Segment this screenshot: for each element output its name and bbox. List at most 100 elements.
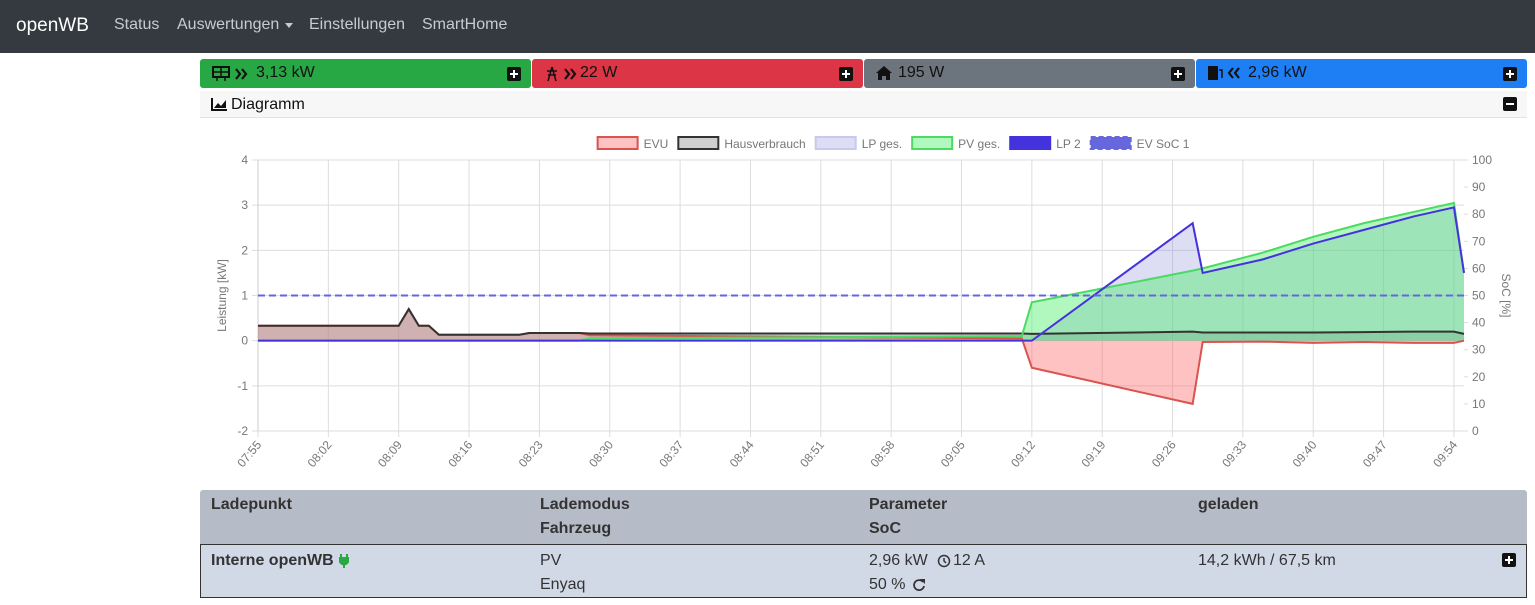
column-header: geladen	[1198, 496, 1259, 513]
icon	[1208, 66, 1240, 80]
legend-item[interactable]: EVU	[596, 136, 669, 151]
x-tick-label: 08:44	[727, 438, 757, 470]
x-tick-label: 09:12	[1008, 438, 1038, 470]
legend-item[interactable]: PV ges.	[911, 136, 1000, 151]
y-tick-label: 0	[241, 334, 248, 348]
column-header: Parameter	[869, 496, 948, 513]
y2-tick-label: 10	[1472, 397, 1486, 411]
brand[interactable]: openWB	[16, 15, 89, 36]
card-value: 2,96 kW	[1248, 64, 1307, 81]
column-header: Fahrzeug	[540, 520, 612, 537]
expand-icon[interactable]	[1171, 67, 1185, 81]
y-tick-label: 1	[241, 289, 248, 303]
y2-tick-label: 30	[1472, 343, 1486, 357]
legend-label: EVU	[644, 137, 669, 151]
x-tick-label: 08:02	[305, 438, 335, 470]
icon	[212, 66, 248, 81]
x-tick-label: 08:58	[867, 438, 897, 470]
x-tick-label: 09:47	[1360, 438, 1390, 470]
x-tick-label: 08:51	[797, 438, 827, 470]
icon	[876, 66, 892, 80]
column-header: Ladepunkt	[211, 496, 292, 513]
legend-item[interactable]: EV SoC 1	[1089, 136, 1190, 151]
nav-item[interactable]: Auswertungen	[177, 16, 280, 33]
x-tick-label: 09:26	[1149, 438, 1179, 470]
x-tick-label: 07:55	[234, 438, 264, 470]
collapse-icon[interactable]	[1503, 97, 1517, 111]
card-evu[interactable]: 22 W	[532, 59, 863, 88]
cell: Enyaq	[540, 576, 586, 593]
expand-icon[interactable]	[1502, 553, 1516, 567]
x-tick-label: 09:05	[938, 438, 968, 470]
x-tick-label: 09:19	[1078, 438, 1108, 470]
y-axis-label: Leistung [kW]	[215, 259, 229, 332]
x-tick-label: 08:30	[586, 438, 616, 470]
y2-axis-label: SoC [%]	[1499, 273, 1513, 317]
legend-swatch	[814, 136, 857, 150]
card-value: 22 W	[580, 64, 618, 81]
x-tick-label: 09:54	[1430, 438, 1460, 470]
area-fill	[258, 309, 1464, 404]
cell: 14,2 kWh / 67,5 km	[1198, 552, 1336, 569]
legend-swatch	[911, 136, 954, 150]
card-value: 3,13 kW	[256, 64, 315, 81]
legend-label: LP ges.	[862, 137, 902, 151]
y2-tick-label: 80	[1472, 207, 1486, 221]
y2-tick-label: 70	[1472, 234, 1486, 248]
x-tick-label: 08:16	[445, 438, 475, 470]
y2-tick-label: 20	[1472, 370, 1486, 384]
table-row[interactable]: Interne openWB PV Enyaq 2,96 kW 12 A 50 …	[200, 544, 1527, 598]
refresh-icon[interactable]	[912, 578, 926, 592]
card-value: 195 W	[898, 64, 945, 81]
legend-label: EV SoC 1	[1137, 137, 1190, 151]
card-pv[interactable]: 3,13 kW	[200, 59, 531, 88]
legend: EVU Hausverbrauch LP ges. PV ges. LP 2 EV SoC…	[596, 136, 1190, 151]
icon	[564, 68, 577, 80]
legend-label: PV ges.	[958, 137, 1000, 151]
expand-icon[interactable]	[1503, 67, 1517, 81]
legend-item[interactable]: LP ges.	[814, 136, 902, 151]
legend-swatch	[596, 136, 639, 150]
plug-icon	[339, 554, 349, 568]
area-fill	[258, 207, 1464, 341]
cell: PV	[540, 552, 562, 569]
x-tick-label: 09:40	[1290, 438, 1320, 470]
legend-item[interactable]: LP 2	[1009, 136, 1081, 151]
cell: 50 %	[869, 576, 906, 593]
card-lp[interactable]: 2,96 kW	[1196, 59, 1527, 88]
panel-title: Diagramm	[231, 96, 305, 113]
lines	[258, 201, 1465, 406]
y-tick-label: 4	[241, 153, 248, 167]
y-tick-label: 2	[241, 243, 248, 257]
nav-item[interactable]: SmartHome	[422, 16, 508, 33]
clock-icon	[937, 554, 951, 568]
nav-item[interactable]: Status	[114, 16, 160, 33]
cell: Interne openWB	[211, 552, 334, 569]
y2-tick-label: 50	[1472, 289, 1486, 303]
y-tick-label: -1	[237, 379, 248, 393]
expand-icon[interactable]	[839, 67, 853, 81]
x-tick-label: 08:37	[656, 438, 686, 470]
legend-item[interactable]: Hausverbrauch	[677, 136, 806, 151]
legend-label: Hausverbrauch	[724, 137, 805, 151]
x-tick-label: 09:33	[1219, 438, 1249, 470]
cell: 2,96 kW	[869, 552, 928, 569]
legend-swatch	[1089, 136, 1132, 150]
y2-tick-label: 0	[1472, 424, 1479, 438]
series-line	[258, 307, 1465, 336]
y2-tick-label: 100	[1472, 153, 1492, 167]
dropdown-caret	[285, 23, 293, 28]
panel-header: Diagramm	[200, 91, 1527, 118]
y2-tick-label: 60	[1472, 261, 1486, 275]
series-line	[258, 206, 1465, 342]
nav-item[interactable]: Einstellungen	[309, 16, 406, 33]
card-house[interactable]: 195 W	[864, 59, 1195, 88]
expand-icon[interactable]	[507, 67, 521, 81]
icon	[547, 66, 557, 82]
column-header: Lademodus	[540, 496, 630, 513]
icon	[211, 98, 227, 111]
x-tick-label: 08:23	[516, 438, 546, 470]
navbar: openWB Status Auswertungen Einstellungen…	[0, 0, 1535, 53]
